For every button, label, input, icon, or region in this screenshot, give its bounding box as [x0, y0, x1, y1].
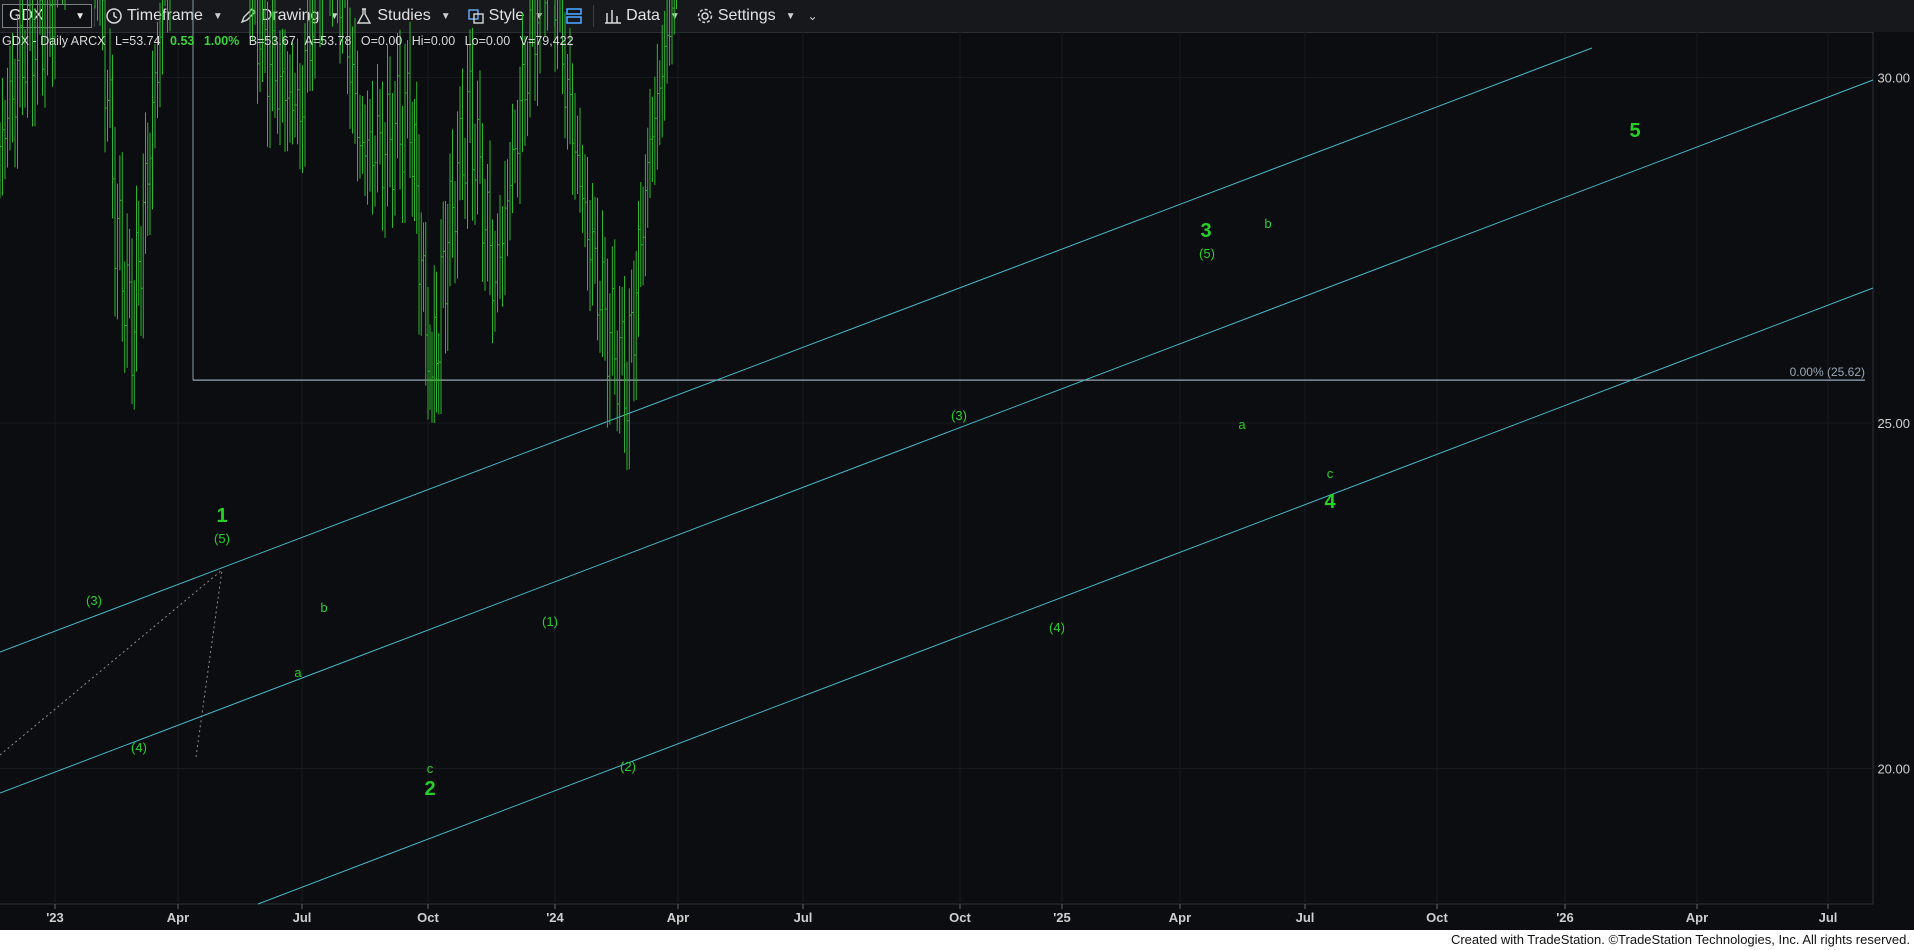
layout-icon [566, 8, 582, 24]
chevron-down-icon: ▼ [329, 10, 340, 22]
low-price: Lo=0.00 [464, 34, 511, 48]
chevron-down-icon: ▼ [75, 10, 85, 22]
wave-label: (3) [951, 408, 967, 423]
style-icon [467, 9, 484, 24]
time-tick-label: Jul [1296, 910, 1315, 925]
channel-lower-line [257, 287, 1874, 905]
chevron-down-icon: ▼ [534, 10, 545, 22]
wave-label: (1) [542, 614, 558, 629]
wave-label: a [294, 665, 302, 680]
layout-button[interactable] [557, 0, 591, 32]
wave-label: 3 [1200, 220, 1211, 242]
time-tick-label: '26 [1556, 910, 1574, 925]
toolbar-divider [94, 5, 95, 27]
channel-upper-line [0, 47, 1593, 653]
ask-price: A=53.78 [304, 34, 352, 48]
time-tick-label: Jul [293, 910, 312, 925]
chevron-down-icon: ▼ [212, 10, 223, 22]
volume: V=79,422 [519, 34, 574, 48]
pencil-icon [240, 8, 256, 24]
dotted-trend-line [0, 569, 223, 756]
bid-price: B=53.67 [248, 34, 296, 48]
timeframe-button[interactable]: Timeframe ▼ [97, 0, 231, 32]
wave-label: 4 [1324, 491, 1336, 513]
symbol-info-line: GDX - Daily ARCX L=53.74 0.53 1.00% B=53… [2, 34, 580, 48]
wave-label: (4) [1049, 620, 1065, 635]
channel-middle-line [0, 79, 1874, 794]
data-button[interactable]: Data ▼ [596, 0, 688, 32]
price-tick-label: 25.00 [1877, 416, 1910, 431]
studies-button[interactable]: Studies ▼ [347, 0, 458, 32]
copyright-text: Created with TradeStation. ©TradeStation… [1450, 932, 1910, 947]
wave-label: 2 [424, 778, 435, 800]
wave-label: c [427, 761, 434, 776]
chevron-down-icon: ▼ [785, 10, 796, 22]
data-label: Data [626, 7, 660, 24]
price-bars [0, 0, 677, 471]
wave-label: (5) [214, 531, 230, 546]
time-tick-label: Jul [1819, 910, 1838, 925]
price-axis-panel [1873, 32, 1914, 904]
time-tick-label: Oct [1426, 910, 1448, 925]
time-tick-label: Jul [794, 910, 813, 925]
time-tick-label: Apr [1169, 910, 1191, 925]
wave-label: a [1238, 417, 1246, 432]
time-tick-label: Oct [417, 910, 439, 925]
toolbar-divider [593, 5, 595, 27]
time-tick-label: Apr [167, 910, 189, 925]
last-price: L=53.74 [114, 34, 161, 48]
time-tick-label: Apr [667, 910, 689, 925]
wave-label: 1 [216, 505, 227, 527]
high-price: Hi=0.00 [411, 34, 456, 48]
footer-bar: Created with TradeStation. ©TradeStation… [0, 930, 1914, 950]
style-label: Style [488, 7, 525, 24]
gear-icon [697, 8, 713, 24]
time-tick-label: '24 [546, 910, 564, 925]
price-change: 0.53 [170, 34, 195, 48]
open-price: O=0.00 [360, 34, 403, 48]
wave-label: (2) [620, 759, 636, 774]
overflow-icon: ⌄ [807, 9, 818, 23]
studies-label: Studies [377, 7, 431, 24]
wave-label: (4) [131, 740, 147, 755]
wave-label: 5 [1629, 120, 1640, 142]
clock-icon [106, 8, 122, 24]
settings-button[interactable]: Settings ▼ ⌄ [688, 0, 826, 32]
wave-label: c [1327, 466, 1334, 481]
chart-title: GDX - Daily ARCX [2, 34, 106, 48]
wave-label: (5) [1199, 246, 1215, 261]
timeframe-label: Timeframe [127, 7, 203, 24]
flask-icon [357, 8, 372, 24]
price-chart[interactable]: 65.0060.0055.0050.0045.0040.0035.0030.00… [0, 0, 1914, 930]
wave-label: b [320, 600, 327, 615]
price-change-pct: 1.00% [203, 34, 240, 48]
style-button[interactable]: Style ▼ [459, 0, 552, 32]
time-tick-label: '25 [1053, 910, 1071, 925]
time-tick-label: '23 [46, 910, 64, 925]
price-tick-label: 20.00 [1877, 762, 1910, 777]
time-tick-label: Apr [1686, 910, 1708, 925]
time-tick-label: Oct [949, 910, 971, 925]
chevron-down-icon: ▼ [669, 10, 680, 22]
wave-label: (3) [86, 593, 102, 608]
chevron-down-icon: ▼ [440, 10, 451, 22]
wave-label: b [1264, 216, 1271, 231]
dotted-trend-line [195, 569, 223, 758]
settings-label: Settings [717, 7, 776, 24]
fib-level-label: 0.00% (25.62) [1790, 365, 1865, 379]
bar-chart-icon [605, 10, 622, 24]
price-tick-label: 30.00 [1877, 71, 1910, 86]
